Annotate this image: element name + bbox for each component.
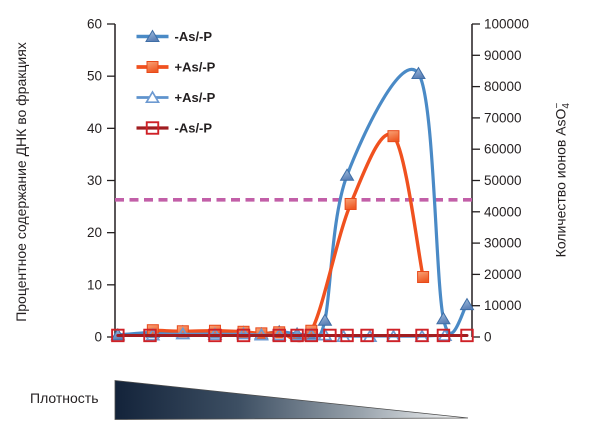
left-axis-title: Процентное содержание ДНК во фракциях — [13, 42, 29, 322]
legend-item-3: -As/-P — [136, 121, 213, 136]
triangle-filled-marker — [411, 66, 426, 80]
right-axis-tick-label: 60000 — [484, 142, 522, 157]
legend-item-2: +As/-P — [136, 90, 216, 105]
triangle-open-marker — [145, 90, 160, 104]
triangle-filled-marker — [459, 297, 475, 311]
legend-label: +As/-P — [175, 60, 216, 75]
square-open-marker — [145, 121, 160, 135]
square-filled-marker — [417, 271, 430, 284]
square-open-marker — [208, 328, 222, 343]
left-axis: 0 10 20 30 40 50 60 — [87, 17, 116, 345]
density-label: Плотность — [30, 390, 99, 406]
triangle-filled-marker — [436, 311, 451, 325]
right-axis-tick-label: 40000 — [484, 204, 522, 219]
square-open-marker — [415, 328, 429, 343]
triangle-filled-marker — [339, 168, 355, 181]
triangle-open-marker — [236, 326, 252, 340]
right-axis-title: Количество ионов AsO4− — [552, 103, 572, 258]
square-open-marker — [111, 328, 125, 343]
right-axis: 0 10000 20000 30000 40000 50000 60000 70000 8000… — [471, 17, 529, 345]
left-axis-tick-label: 40 — [87, 121, 102, 136]
right-axis-title-sub: 4 — [561, 103, 573, 109]
triangle-filled-marker — [145, 29, 160, 42]
square-open-marker — [304, 328, 319, 343]
triangle-filled-marker — [317, 313, 333, 326]
left-axis-tick-label: 60 — [87, 17, 102, 32]
left-axis-tick-label: 20 — [87, 225, 102, 240]
legend-label: +As/-P — [175, 90, 216, 105]
square-filled-marker — [344, 197, 357, 210]
triangle-open-marker — [175, 326, 191, 340]
square-open-marker — [340, 328, 354, 343]
right-axis-tick-label: 100000 — [484, 17, 529, 32]
square-filled-marker — [146, 61, 159, 73]
right-axis-tick-label: 90000 — [484, 48, 522, 63]
square-open-marker — [460, 328, 474, 343]
series-line — [151, 132, 425, 343]
series-line — [116, 68, 469, 338]
square-open-marker — [436, 328, 451, 343]
square-open-marker — [323, 328, 337, 343]
right-axis-tick-label: 70000 — [484, 110, 522, 125]
series-1-square-filled — [146, 130, 430, 343]
series-0-triangle-filled — [110, 66, 475, 341]
right-axis-title-base: Количество ионов AsO — [552, 108, 569, 258]
right-axis-tick-label: 30000 — [484, 236, 522, 251]
right-axis-tick-label: 50000 — [484, 173, 522, 188]
square-open-marker — [360, 328, 374, 343]
right-axis-tick-label: 10000 — [484, 298, 522, 313]
right-axis-tick-label: 80000 — [484, 79, 522, 94]
legend-item-1: +As/-P — [136, 60, 216, 75]
right-axis-title-sup: − — [551, 102, 563, 109]
density-gradient-wedge — [114, 380, 469, 420]
square-open-marker — [386, 328, 401, 343]
right-axis-tick-label: 20000 — [484, 267, 522, 282]
square-open-marker — [272, 328, 286, 343]
legend-item-0: -As/-P — [136, 29, 213, 44]
legend-label: -As/-P — [175, 29, 213, 44]
right-axis-tick-label: 0 — [484, 330, 492, 345]
legend-label: -As/-P — [175, 121, 213, 136]
square-open-marker — [290, 328, 304, 343]
left-axis-tick-label: 10 — [87, 277, 102, 292]
legend: -As/-P +As/-P +As/-P -As/-P — [136, 29, 216, 136]
series-3-square-open — [111, 328, 474, 343]
square-filled-marker — [387, 130, 400, 143]
left-axis-tick-label: 0 — [94, 330, 102, 345]
square-open-marker — [143, 328, 157, 343]
left-axis-tick-label: 50 — [87, 69, 102, 84]
left-axis-tick-label: 30 — [87, 173, 102, 188]
square-open-marker — [236, 328, 251, 343]
